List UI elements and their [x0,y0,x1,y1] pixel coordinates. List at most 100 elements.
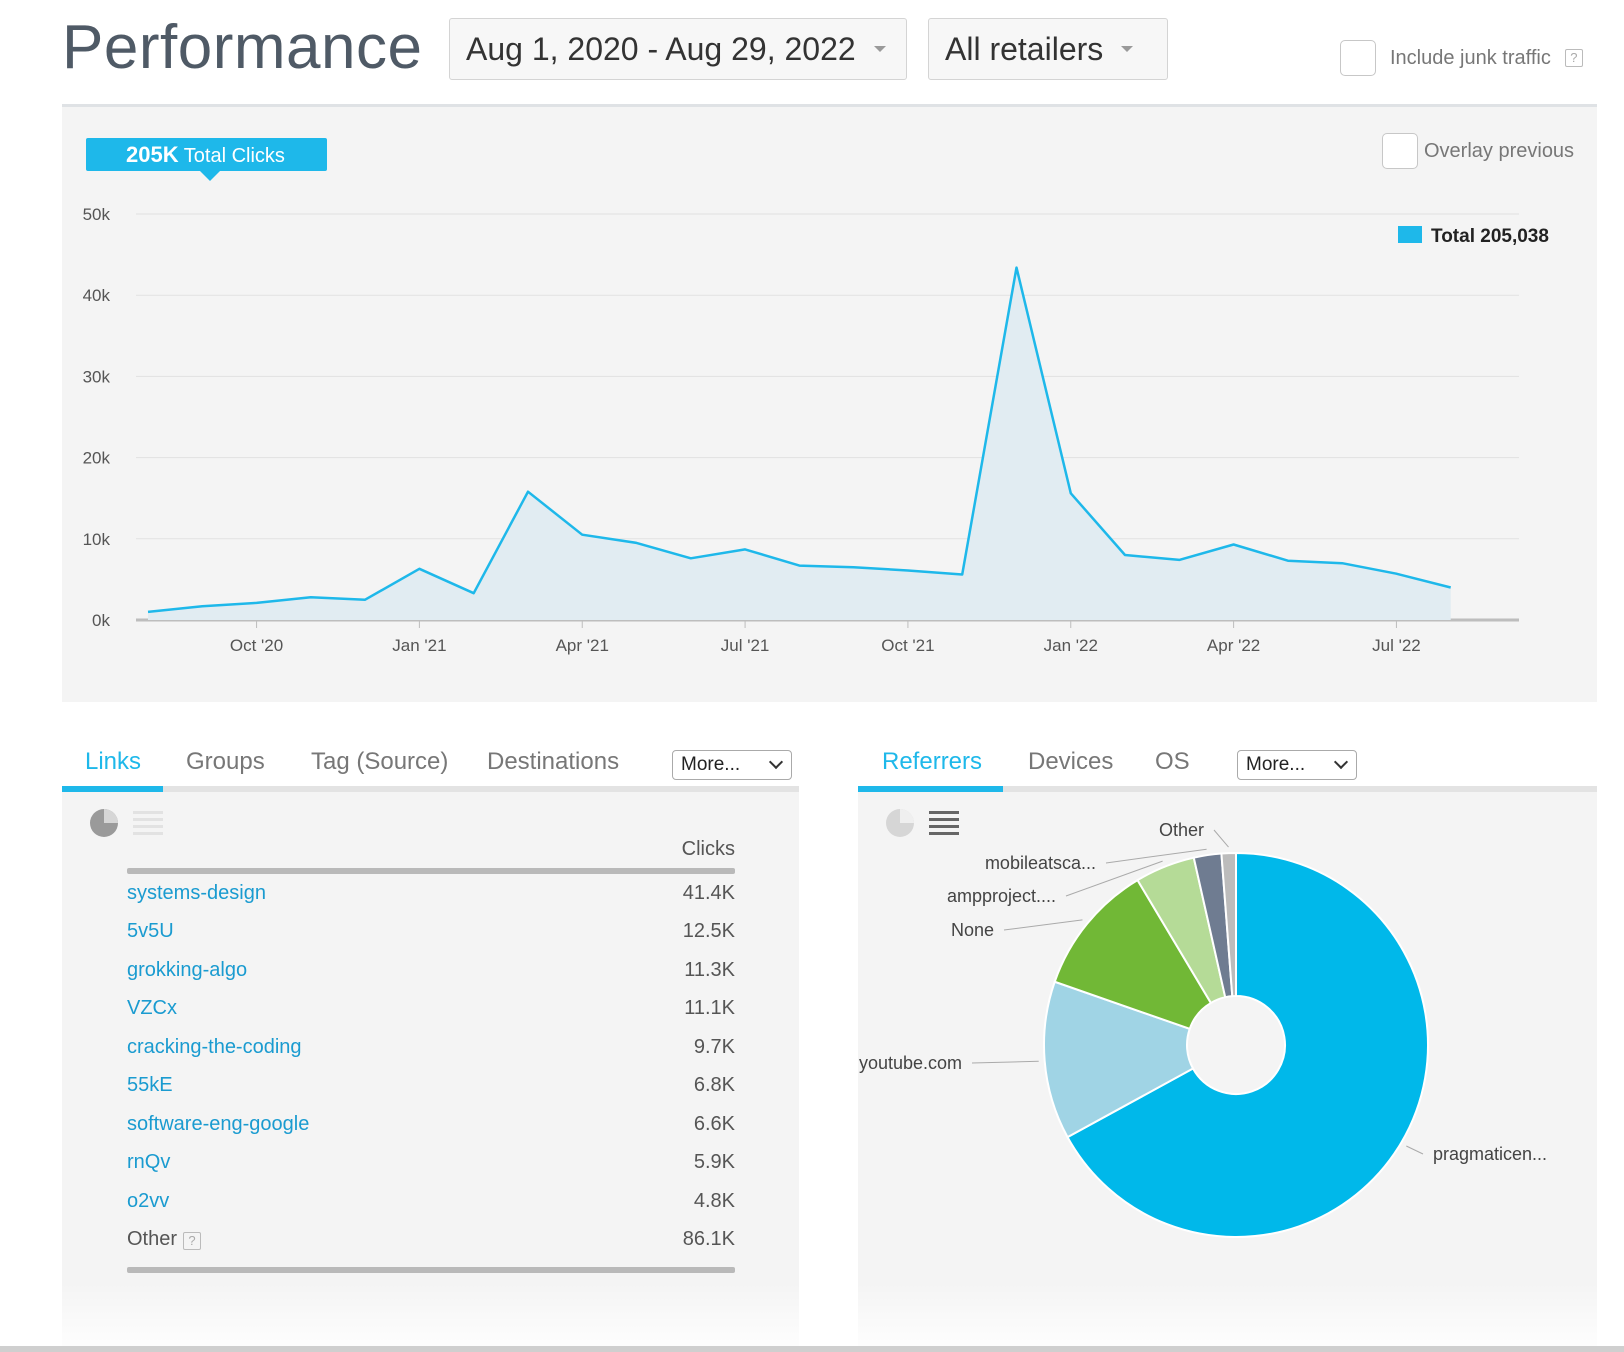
leader-line [1406,1145,1424,1155]
referrers-view-toggle [885,808,959,838]
leader-line [1003,919,1083,931]
table-row: rnQv 5.9K [127,1144,735,1183]
y-tick-label: 20k [83,449,111,468]
legend-swatch [1398,226,1422,243]
chevron-down-icon [768,754,784,770]
series-line [147,266,1452,614]
table-row: o2vv 4.8K [127,1182,735,1221]
link-clicks-value: 12.5K [682,920,735,943]
total-clicks-badge: 205K Total Clicks [86,138,327,181]
x-tick-label: Jan '22 [1044,636,1098,655]
pie-view-icon[interactable] [89,808,119,838]
leader-line [971,1060,1039,1064]
chevron-down-icon [1333,754,1349,770]
links-tab-bar: Links Groups Tag (Source) Destinations M… [62,742,799,792]
date-range-value: Aug 1, 2020 - Aug 29, 2022 [466,30,856,67]
y-tick-label: 0k [92,611,110,630]
links-more-label: More... [681,754,741,775]
link-clicks-value: 86.1K [682,1228,735,1251]
y-tick-label: 30k [83,367,111,386]
date-range-dropdown[interactable]: Aug 1, 2020 - Aug 29, 2022 [449,18,907,80]
help-icon[interactable]: ? [1564,49,1583,67]
table-row: cracking-the-coding 9.7K [127,1028,735,1067]
y-tick-label: 40k [83,286,111,305]
retailer-dropdown[interactable]: All retailers [928,18,1168,80]
tab-os[interactable]: OS [1155,748,1190,775]
link-name[interactable]: software-eng-google [127,1112,310,1135]
x-tick-label: Oct '20 [230,636,283,655]
link-clicks-value: 6.6K [693,1112,735,1135]
help-icon[interactable]: ? [183,1232,202,1251]
tab-referrers[interactable]: Referrers [882,748,983,775]
page-header: Performance Aug 1, 2020 - Aug 29, 2022 A… [0,0,1624,107]
links-table-body: systems-design 41.4K 5v5U 12.5K grokking-alg… [127,874,735,1259]
junk-traffic-checkbox[interactable] [1340,40,1376,76]
referrers-pie-chart: pragmaticen... youtube.com None ampproject.… [859,820,1547,1238]
referrers-more-select[interactable]: More... [1237,750,1357,780]
x-tick-label: Oct '21 [881,636,934,655]
list-view-icon[interactable] [929,808,959,838]
links-more-select[interactable]: More... [672,750,792,780]
page-title: Performance [62,13,423,82]
leader-line [1105,848,1207,864]
y-tick-label: 10k [83,530,111,549]
list-view-icon[interactable] [133,808,163,838]
junk-traffic-toggle: Include junk traffic ? [1340,40,1583,76]
link-clicks-value: 11.3K [684,958,735,981]
links-table: Clicks systems-design 41.4K 5v5U 12.5K grokk… [127,832,735,1273]
link-clicks-value: 11.1K [684,997,735,1020]
link-name[interactable]: 5v5U [127,920,174,943]
link-name[interactable]: 55kE [127,1074,173,1097]
link-name[interactable]: o2vv [127,1189,170,1212]
bottom-strip [0,1346,1624,1352]
pie-slice [1066,851,1429,1238]
clicks-column-header: Clicks [681,838,735,860]
referrers-tab-bar: Referrers Devices OS More... [858,742,1597,792]
pie-label: pragmaticen... [1433,1144,1547,1164]
x-tick-label: Jul '22 [1372,636,1421,655]
caret-down-icon [873,46,886,52]
overlay-previous-checkbox[interactable] [1382,133,1418,169]
retailer-value: All retailers [945,30,1104,67]
header-divider [62,104,1597,107]
pie-label: mobileatsca... [985,853,1096,873]
table-row: grokking-algo 11.3K [127,951,735,990]
pie-slice [1220,851,1237,998]
link-name[interactable]: systems-design [127,881,266,904]
x-tick-label: Jan '21 [392,636,446,655]
x-tick-label: Jul '21 [721,636,770,655]
pie-view-icon[interactable] [885,808,915,838]
clicks-line-chart: 0k 10k 20k 30k 40k 50k Oct '20 Jan '21 Apr '21 Ju… [83,205,1549,655]
leader-line [1065,860,1163,897]
tab-links[interactable]: Links [85,748,142,775]
tab-groups[interactable]: Groups [186,748,265,775]
overlay-previous-toggle: Overlay previous [1382,133,1574,169]
table-row: Other? 86.1K [127,1221,735,1260]
link-name[interactable]: rnQv [127,1151,171,1174]
pie-slice [1043,980,1195,1139]
link-name[interactable]: grokking-algo [127,958,248,981]
pie-label: None [951,920,994,940]
other-label: Other [127,1228,178,1251]
table-row: 5v5U 12.5K [127,913,735,952]
pie-slice [1053,878,1213,1031]
table-row: VZCx 11.1K [127,990,735,1029]
table-row: systems-design 41.4K [127,874,735,913]
table-top-rule [127,868,735,874]
pie-label: Other [1159,820,1204,840]
tab-tag-source[interactable]: Tag (Source) [311,748,449,775]
active-tab-indicator [62,786,163,792]
link-clicks-value: 4.8K [693,1189,735,1212]
x-tick-label: Apr '21 [556,636,609,655]
link-name[interactable]: cracking-the-coding [127,1035,302,1058]
tab-devices[interactable]: Devices [1028,748,1114,775]
clicks-chart-panel: 205K Total Clicks Overlay previous 0k 10k… [62,107,1597,702]
link-clicks-value: 41.4K [682,881,735,904]
table-bottom-rule [127,1267,735,1273]
total-clicks-label: Total Clicks [183,145,285,167]
link-name[interactable]: VZCx [127,997,177,1020]
tab-destinations[interactable]: Destinations [487,748,620,775]
series-area [148,267,1451,620]
pie-label: youtube.com [859,1053,962,1073]
pie-label: ampproject.... [947,886,1056,906]
